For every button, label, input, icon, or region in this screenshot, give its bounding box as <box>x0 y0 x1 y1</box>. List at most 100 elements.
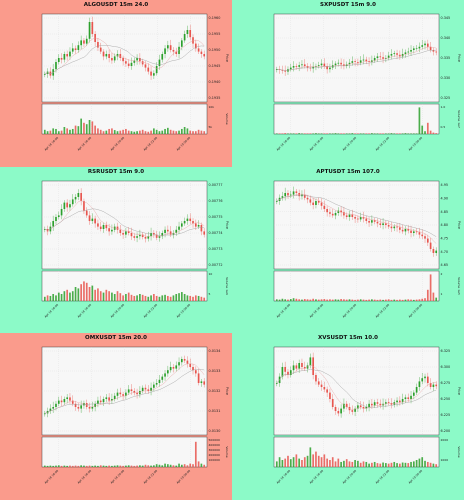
volume-bar <box>306 133 309 134</box>
volume-bar <box>194 131 197 134</box>
panel-omxusdt: Apr 18 16:00 Apr 18 18:00 Apr 18 20:00 Apr … <box>0 333 232 500</box>
volume-bar <box>127 292 130 301</box>
candle-body <box>178 362 180 366</box>
candle-body <box>359 405 362 408</box>
candle-body <box>412 231 415 233</box>
volume-bar <box>334 133 337 134</box>
volume-bar <box>373 299 376 301</box>
candle-body <box>69 397 71 401</box>
candle-body <box>320 384 323 388</box>
volume-bar <box>55 295 57 301</box>
volume-bar <box>393 299 396 301</box>
candle-body <box>424 376 426 379</box>
candle-body <box>105 54 108 57</box>
volume-bar <box>91 466 94 468</box>
volume-tick-label: 2000 <box>441 439 449 443</box>
volume-bar <box>144 465 147 468</box>
volume-bar <box>97 288 99 301</box>
volume-bar <box>175 293 178 301</box>
candle-body <box>309 199 312 203</box>
moving-average-line <box>44 363 205 414</box>
candle-body <box>357 218 359 220</box>
candle-body <box>315 200 317 205</box>
volume-bar <box>147 131 150 134</box>
volume-bar <box>337 299 340 301</box>
candle-body <box>153 232 155 235</box>
candle-body <box>306 66 309 68</box>
volume-bar <box>46 131 49 134</box>
candle-body <box>340 210 342 212</box>
volume-bar <box>323 133 326 134</box>
candle-body <box>52 407 55 409</box>
volume-bar <box>43 129 46 134</box>
volume-bar <box>415 460 418 468</box>
candle-body <box>385 58 387 59</box>
volume-bar <box>379 463 382 468</box>
chart-title: APTUSDT 15m 107.0 <box>316 168 380 175</box>
candle-body <box>424 235 426 239</box>
volume-bar <box>102 292 105 301</box>
volume-bar <box>150 295 152 301</box>
volume-bar <box>298 298 301 301</box>
candle-body <box>295 365 298 369</box>
candle-body <box>197 373 200 384</box>
volume-bar <box>66 466 69 468</box>
candle-body <box>200 224 203 232</box>
volume-tick-label: 2 <box>441 272 443 276</box>
candle-body <box>91 22 94 34</box>
volume-bar <box>155 129 158 134</box>
candle-body <box>298 65 301 67</box>
volume-bar <box>289 298 292 301</box>
candle-body <box>275 200 278 202</box>
volume-bar <box>43 465 46 468</box>
volume-bar <box>178 463 180 468</box>
volume-bar <box>331 299 334 301</box>
candle-body <box>351 214 354 217</box>
candle-body <box>102 399 105 403</box>
volume-bar <box>387 133 390 134</box>
candle-body <box>407 228 410 231</box>
candle-body <box>125 231 127 235</box>
candle-body <box>122 58 124 62</box>
candle-body <box>275 69 278 70</box>
volume-bar <box>281 460 284 468</box>
volume-bar <box>301 460 303 468</box>
candle-body <box>415 48 418 49</box>
candle-body <box>435 250 438 253</box>
volume-bar <box>94 289 96 301</box>
volume-bar <box>301 299 303 301</box>
candle-body <box>186 218 189 221</box>
price-tick-label: 0.00773 <box>209 247 223 251</box>
volume-bar <box>97 128 99 134</box>
chart-rsrusdt: Apr 18 16:00 Apr 18 18:00 Apr 18 20:00 Apr … <box>0 166 232 334</box>
volume-bar <box>172 295 175 301</box>
candle-body <box>136 235 138 238</box>
volume-bar <box>99 465 102 468</box>
candle-body <box>390 403 393 405</box>
candle-body <box>379 56 382 58</box>
volume-bar <box>399 133 401 134</box>
candle-body <box>315 375 317 382</box>
candle-body <box>284 367 287 373</box>
candle-body <box>379 223 382 225</box>
candle-body <box>345 64 348 66</box>
candle-body <box>111 399 113 401</box>
volume-bar <box>354 460 356 468</box>
candle-body <box>317 200 320 203</box>
candle-body <box>337 62 340 64</box>
volume-bar <box>178 292 180 301</box>
volume-bar <box>401 299 404 301</box>
price-tick-label: 0.1935 <box>209 96 221 100</box>
candle-body <box>287 192 289 196</box>
candle-body <box>435 384 438 387</box>
candle-body <box>88 215 91 221</box>
volume-bar <box>130 294 133 301</box>
candle-body <box>340 408 342 414</box>
volume-bar <box>315 451 317 468</box>
volume-bar <box>55 128 57 134</box>
candle-body <box>298 363 301 369</box>
volume-bar <box>83 122 85 134</box>
price-tick-label: 0.00775 <box>209 215 223 219</box>
volume-bar <box>57 292 60 301</box>
